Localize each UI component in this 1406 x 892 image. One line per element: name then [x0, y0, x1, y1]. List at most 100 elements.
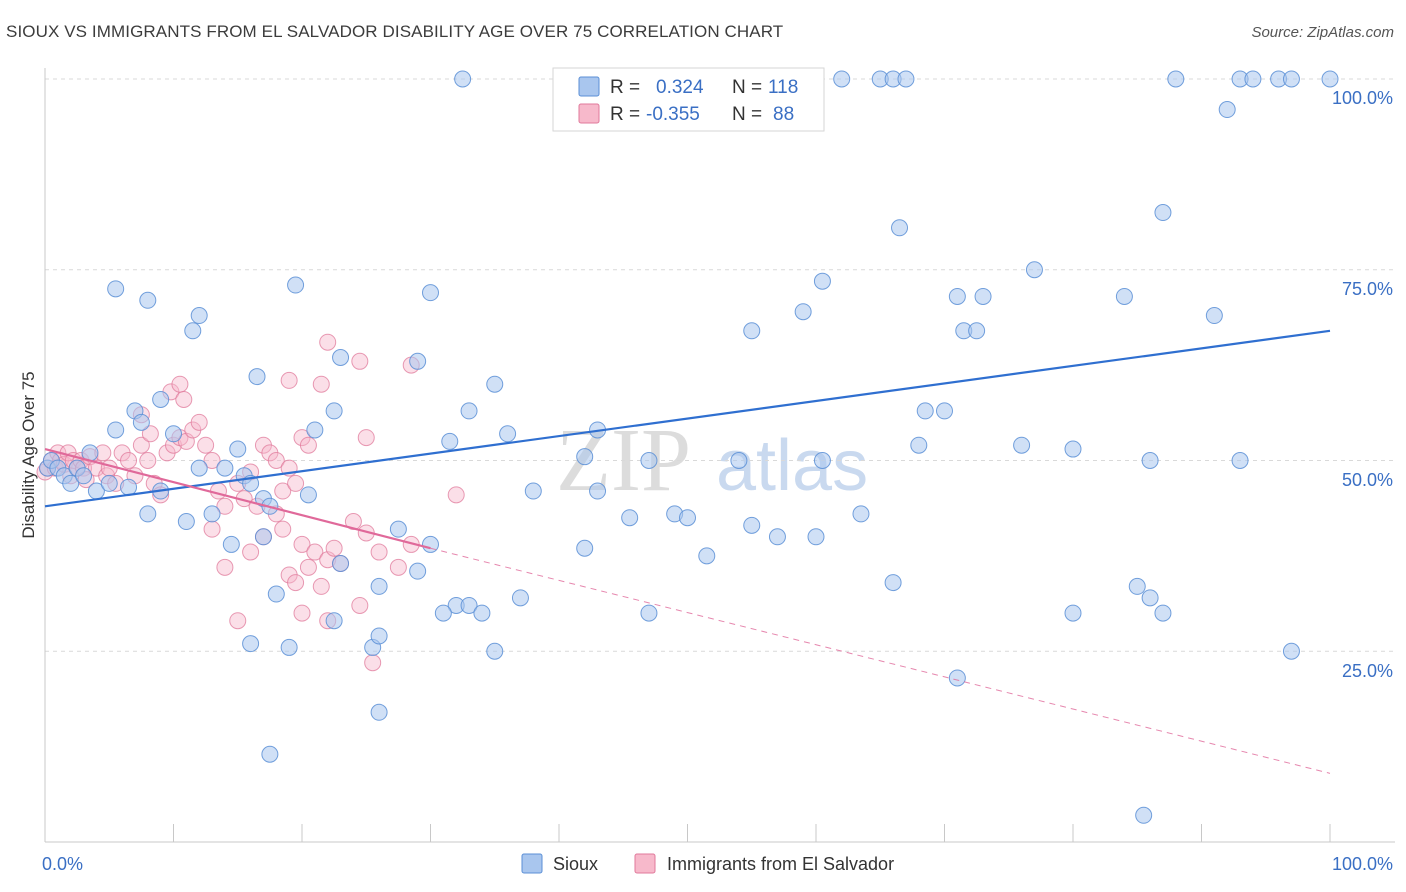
el-salvador-point-33 [141, 425, 159, 443]
sioux-point-45 [499, 425, 517, 443]
legend-n-label-el-salvador: N = [732, 104, 762, 125]
sioux-point-34 [486, 375, 504, 393]
sioux-trend-line [44, 329, 1331, 508]
sioux-point-49 [576, 448, 594, 466]
sioux-point-38 [460, 402, 478, 420]
legend-swatch-sioux [578, 76, 600, 97]
el-salvador-point-21 [120, 452, 138, 469]
sioux-point-101 [473, 604, 491, 622]
y-tick-label-75: 75.0% [1342, 279, 1393, 299]
el-salvador-point-72 [370, 543, 388, 561]
y-axis-title: Disability Age Over 75 [19, 371, 38, 538]
sioux-point-89 [768, 528, 786, 546]
sioux-point-74 [120, 478, 138, 496]
grid-lines [45, 78, 1395, 652]
sioux-point-92 [139, 505, 157, 523]
el-salvador-point-82 [293, 604, 311, 622]
sioux-point-117 [370, 703, 388, 721]
sioux-point-13 [891, 219, 909, 237]
sioux-point-87 [698, 547, 716, 565]
sioux-point-23 [139, 291, 157, 309]
sioux-point-55 [1064, 440, 1082, 458]
bottom-legend: Sioux Immigrants from El Salvador [521, 853, 894, 874]
chart-title: SIOUX VS IMMIGRANTS FROM EL SALVADOR DIS… [6, 22, 784, 41]
sioux-point-18 [974, 287, 992, 305]
el-salvador-point-48 [267, 452, 285, 469]
sioux-point-88 [743, 516, 761, 534]
sioux-point-64 [589, 482, 607, 500]
sioux-point-11 [1321, 70, 1339, 88]
el-salvador-trend-line [44, 447, 431, 550]
y-tick-labels: 100.0% 75.0% 50.0% 25.0% [1332, 88, 1393, 681]
sioux-point-118 [948, 669, 966, 687]
sioux-point-77 [203, 505, 221, 523]
el-salvador-point-68 [325, 539, 343, 557]
sioux-point-42 [132, 413, 150, 431]
sioux-point-63 [524, 482, 542, 500]
sioux-point-97 [370, 577, 388, 595]
sioux-point-104 [434, 604, 452, 622]
legend-box: R = 0.324 N = 118 R = -0.355 N = 88 [552, 67, 825, 132]
sioux-point-20 [794, 303, 812, 321]
y-tick-label-50: 50.0% [1342, 470, 1393, 490]
sioux-point-22 [107, 280, 125, 298]
sioux-point-27 [184, 322, 202, 340]
sioux-point-71 [75, 467, 93, 485]
sioux-point-91 [852, 505, 870, 523]
el-salvador-point-78 [351, 352, 369, 370]
legend-r-value-el-salvador: -0.355 [646, 104, 700, 125]
sioux-point-10 [1282, 70, 1300, 88]
x-tick-label-100: 100.0% [1332, 854, 1393, 874]
series-sioux [39, 70, 1339, 824]
bottom-legend-label-sioux: Sioux [553, 854, 598, 874]
el-salvador-point-40 [209, 482, 227, 500]
sioux-point-82 [422, 535, 439, 553]
sioux-point-25 [422, 284, 439, 302]
el-salvador-point-76 [312, 375, 330, 393]
legend-r-label-el-salvador: R = [610, 104, 640, 125]
sioux-point-111 [325, 612, 343, 630]
sioux-point-112 [242, 635, 260, 653]
sioux-point-57 [1231, 452, 1249, 469]
sioux-point-96 [332, 555, 350, 573]
el-salvador-point-36 [175, 390, 193, 408]
sioux-point-107 [1064, 604, 1082, 622]
sioux-point-86 [679, 509, 696, 527]
sioux-point-95 [267, 585, 285, 603]
el-salvador-point-37 [190, 413, 208, 431]
sioux-point-108 [1154, 604, 1172, 622]
legend-n-value-el-salvador: 88 [773, 104, 794, 125]
sioux-point-26 [190, 307, 208, 325]
sioux-point-17 [948, 287, 966, 305]
trend-lines [44, 329, 1331, 774]
sioux-point-103 [640, 604, 658, 622]
series-immigrants-el-salvador [36, 333, 465, 672]
sioux-point-2 [833, 70, 851, 88]
sioux-point-43 [165, 425, 182, 443]
el-salvador-point-35 [171, 375, 189, 393]
el-salvador-point-51 [287, 474, 305, 492]
el-salvador-trend-extension [430, 547, 1331, 774]
el-salvador-point-73 [389, 558, 407, 576]
sioux-point-93 [222, 535, 240, 553]
sioux-point-48 [441, 432, 459, 450]
legend-n-label-sioux: N = [732, 77, 762, 98]
sioux-point-120 [1135, 806, 1153, 824]
el-salvador-point-23 [132, 436, 150, 454]
legend-r-value-sioux: 0.324 [656, 77, 704, 98]
sioux-point-51 [730, 452, 748, 469]
sioux-point-115 [486, 642, 504, 660]
el-salvador-point-66 [312, 577, 330, 595]
el-salvador-point-53 [299, 436, 317, 454]
bottom-legend-label-el-salvador: Immigrants from El Salvador [667, 854, 894, 874]
sioux-point-41 [107, 421, 125, 439]
sioux-point-81 [389, 520, 407, 538]
y-tick-label-25: 25.0% [1342, 661, 1393, 681]
sioux-point-30 [968, 322, 986, 340]
legend-r-label-sioux: R = [610, 77, 640, 98]
sioux-point-19 [1115, 287, 1133, 305]
el-salvador-point-84 [351, 596, 369, 614]
sioux-point-12 [1218, 101, 1236, 119]
el-salvador-point-55 [216, 558, 234, 576]
sioux-point-100 [460, 596, 478, 614]
